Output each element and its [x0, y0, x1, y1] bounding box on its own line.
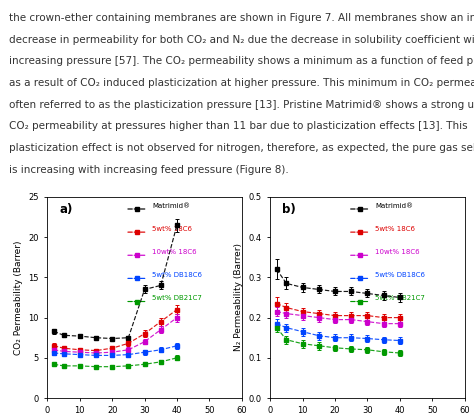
Text: the crown-ether containing membranes are shown in Figure 7. All membranes show a: the crown-ether containing membranes are… [9, 13, 474, 23]
Text: CO₂ permeability at pressures higher than 11 bar due to plasticization effects [: CO₂ permeability at pressures higher tha… [9, 122, 468, 132]
Text: 10wt% 18C6: 10wt% 18C6 [375, 249, 420, 255]
Text: plasticization effect is not observed for nitrogen, therefore, as expected, the : plasticization effect is not observed fo… [9, 143, 474, 153]
Text: 5wt% 18C6: 5wt% 18C6 [152, 226, 192, 232]
Text: is increasing with increasing feed pressure (Figure 8).: is increasing with increasing feed press… [9, 165, 289, 175]
Text: 5wt% 18C6: 5wt% 18C6 [375, 226, 415, 232]
Text: a): a) [59, 203, 73, 216]
Text: b): b) [282, 203, 296, 216]
Y-axis label: N₂ Permeability (Barrer): N₂ Permeability (Barrer) [234, 243, 243, 352]
Text: Matrimid®: Matrimid® [152, 203, 191, 209]
Y-axis label: CO₂ Permeability (Barrer): CO₂ Permeability (Barrer) [14, 240, 23, 355]
Text: 5wt% DB18C6: 5wt% DB18C6 [152, 272, 202, 278]
Text: decrease in permeability for both CO₂ and N₂ due the decrease in solubility coef: decrease in permeability for both CO₂ an… [9, 35, 474, 45]
Text: 5wt% DB18C6: 5wt% DB18C6 [375, 272, 425, 278]
Text: increasing pressure [57]. The CO₂ permeability shows a minimum as a function of : increasing pressure [57]. The CO₂ permea… [9, 57, 474, 66]
Text: 10wt% 18C6: 10wt% 18C6 [152, 249, 197, 255]
Text: as a result of CO₂ induced plasticization at higher pressure. This minimum in CO: as a result of CO₂ induced plasticizatio… [9, 78, 474, 88]
Text: often referred to as the plasticization pressure [13]. Pristine Matrimid® shows : often referred to as the plasticization … [9, 100, 474, 110]
Text: 5wt% DB21C7: 5wt% DB21C7 [375, 295, 425, 302]
Text: Matrimid®: Matrimid® [375, 203, 413, 209]
Text: 5wt% DB21C7: 5wt% DB21C7 [152, 295, 202, 302]
